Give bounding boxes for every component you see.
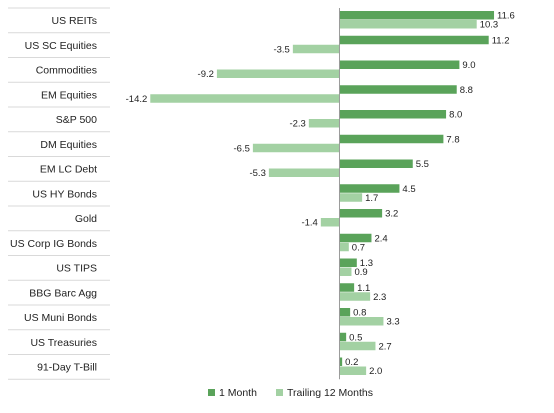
bar-trailing-12-months [150, 94, 340, 103]
data-label: -2.3 [289, 119, 305, 130]
data-label: 0.9 [354, 267, 367, 278]
bar-one-month [339, 85, 457, 94]
data-label: -1.4 [301, 218, 317, 229]
category-label: EM LC Debt [40, 164, 97, 176]
legend-swatch [208, 389, 215, 396]
data-label: 11.6 [497, 11, 515, 22]
data-label: -5.3 [249, 168, 265, 179]
data-label: 8.8 [460, 85, 473, 96]
category-label: Commodities [36, 65, 97, 77]
data-label: 4.5 [402, 184, 415, 195]
bar-one-month [339, 134, 444, 144]
bar-trailing-12-months [339, 20, 477, 29]
category-label: EM Equities [41, 89, 97, 101]
data-label: 5.5 [416, 159, 429, 170]
data-label: 2.0 [369, 366, 382, 377]
category-label: US Corp IG Bonds [10, 238, 97, 250]
data-label: 2.7 [378, 341, 391, 352]
bar-trailing-12-months [339, 242, 349, 252]
data-label: 0.2 [345, 357, 358, 368]
data-label: 2.4 [374, 233, 387, 244]
bar-trailing-12-months [339, 366, 367, 375]
data-label: -3.5 [273, 44, 289, 55]
legend-label: 1 Month [219, 387, 257, 399]
data-label: 1.1 [357, 283, 370, 294]
category-label: US Muni Bonds [24, 312, 97, 324]
legend-swatch [276, 389, 283, 396]
bar-one-month [339, 110, 447, 119]
data-label: 1.7 [365, 193, 378, 204]
data-label: -9.2 [198, 69, 214, 80]
legend-label: Trailing 12 Months [287, 387, 373, 399]
bar-one-month [339, 11, 495, 20]
bar-one-month [339, 233, 372, 243]
category-label: 91-Day T-Bill [37, 362, 97, 374]
data-label: 7.8 [446, 134, 459, 145]
bar-one-month [339, 209, 383, 218]
data-label: -14.2 [126, 94, 148, 105]
data-label: 0.8 [353, 308, 366, 319]
bar-trailing-12-months [252, 143, 340, 153]
data-label: 9.0 [462, 60, 475, 71]
data-label: 3.2 [385, 209, 398, 220]
bar-trailing-12-months [292, 44, 340, 54]
category-label: Gold [75, 213, 97, 225]
data-label: 1.3 [360, 258, 373, 269]
bar-trailing-12-months [308, 119, 340, 128]
data-label: 11.2 [492, 35, 510, 46]
bar-trailing-12-months [216, 69, 340, 78]
category-label: US HY Bonds [32, 188, 97, 200]
data-label: 0.5 [349, 332, 362, 343]
data-label: 0.7 [352, 242, 365, 253]
data-label: 2.3 [373, 292, 386, 303]
data-label: 3.3 [386, 317, 399, 328]
bar-one-month [339, 357, 343, 366]
bar-trailing-12-months [339, 317, 384, 326]
data-label: -6.5 [234, 143, 250, 154]
bar-one-month [339, 35, 489, 45]
bar-one-month [339, 308, 351, 317]
category-label: US SC Equities [25, 40, 97, 52]
bar-trailing-12-months [339, 267, 352, 276]
bar-one-month [339, 258, 357, 267]
bar-one-month [339, 283, 355, 292]
data-label: 10.3 [480, 20, 499, 31]
bar-one-month [339, 60, 460, 69]
bar-one-month [339, 184, 400, 193]
bar-trailing-12-months [268, 168, 340, 177]
category-label: US TIPS [56, 263, 97, 275]
bar-one-month [339, 332, 347, 342]
bar-trailing-12-months [339, 341, 376, 351]
bar-one-month [339, 159, 413, 168]
category-label: DM Equities [40, 139, 97, 151]
bar-trailing-12-months [320, 218, 340, 227]
category-label: BBG Barc Agg [29, 287, 97, 299]
category-label: US Treasuries [30, 337, 97, 349]
bar-trailing-12-months [339, 292, 371, 301]
category-label: S&P 500 [56, 114, 97, 126]
category-label: US REITs [51, 15, 97, 27]
bar-trailing-12-months [339, 193, 363, 202]
data-label: 8.0 [449, 110, 462, 121]
